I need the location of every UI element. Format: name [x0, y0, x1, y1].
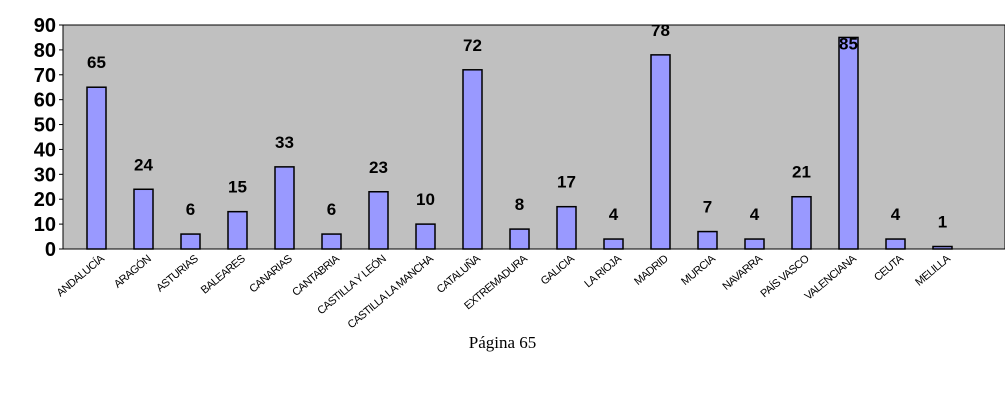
bar-cataluña	[462, 69, 483, 250]
bar-canarias	[274, 166, 295, 250]
bar-valenciana	[838, 36, 859, 250]
data-label: 72	[463, 36, 482, 55]
x-tick-label: GALICIA	[539, 252, 578, 287]
x-tick-label: MELILLA	[913, 252, 953, 288]
bar-galicia	[556, 205, 577, 250]
y-tick-label: 10	[34, 214, 56, 236]
x-tick-label: ARAGÓN	[111, 252, 154, 291]
data-label: 6	[327, 200, 336, 219]
bar-ceuta	[885, 238, 906, 250]
bar-baleares	[227, 210, 248, 250]
data-label: 4	[891, 205, 901, 224]
data-label: 4	[609, 205, 619, 224]
bar-cantabria	[321, 233, 342, 250]
bar-castilla-la-mancha	[415, 223, 436, 250]
data-label: 65	[87, 53, 106, 72]
bar-país-vasco	[791, 195, 812, 250]
data-label: 23	[369, 158, 388, 177]
x-tick-label: LA RIOJA	[582, 252, 624, 290]
plot-area	[62, 24, 1005, 250]
data-label: 78	[651, 21, 670, 40]
data-label: 15	[228, 178, 247, 197]
y-tick-label: 20	[34, 189, 56, 211]
x-tick-label: CANARIAS	[247, 253, 294, 295]
data-label: 85	[839, 34, 858, 53]
bar-melilla	[932, 245, 953, 250]
x-tick-label: MURCIA	[679, 252, 718, 288]
page-footer: Página 65	[468, 333, 537, 352]
bar-madrid	[650, 54, 671, 250]
data-label: 21	[792, 163, 811, 182]
x-tick-label: ASTURIAS	[154, 253, 200, 295]
x-tick-label: VALENCIANA	[803, 252, 860, 302]
data-label: 10	[416, 190, 435, 209]
bars	[86, 36, 953, 250]
y-tick-label: 30	[34, 164, 56, 186]
x-tick-label: NAVARRA	[720, 252, 765, 292]
y-tick-label: 40	[34, 139, 56, 161]
data-label: 4	[750, 205, 760, 224]
bar-navarra	[744, 238, 765, 250]
y-tick-label: 80	[34, 40, 56, 62]
y-tick-label: 50	[34, 115, 56, 137]
bar-murcia	[697, 230, 718, 250]
x-tick-label: CASTILLA LA MANCHA	[346, 252, 437, 331]
y-tick-label: 0	[45, 239, 56, 261]
data-labels: 65 24 6 15 33 6 23 10 72 8 17 4 78 7 4 21 85 4 1	[87, 21, 947, 232]
y-tick-label: 70	[34, 65, 56, 87]
bar-andalucía	[86, 86, 107, 250]
data-label: 17	[557, 173, 576, 192]
x-tick-label: MADRID	[632, 253, 671, 288]
bar-la-rioja	[603, 238, 624, 250]
data-label: 6	[186, 200, 195, 219]
y-tick-label: 90	[34, 15, 56, 37]
bar-extremadura	[509, 228, 530, 250]
x-tick-label: CEUTA	[872, 252, 906, 284]
data-label: 8	[515, 195, 524, 214]
y-tick-label: 60	[34, 90, 56, 112]
bar-asturias	[180, 233, 201, 250]
data-label: 7	[703, 198, 712, 217]
bar-aragón	[133, 188, 154, 250]
data-label: 24	[134, 155, 153, 174]
data-label: 1	[938, 213, 947, 232]
x-tick-label: CATALUÑA	[434, 252, 483, 296]
x-tick-label: ANDALUCÍA	[54, 252, 107, 300]
x-tick-label: BALEARES	[199, 253, 248, 297]
data-label: 33	[275, 133, 294, 152]
bar-castilla-y-león	[368, 191, 389, 250]
